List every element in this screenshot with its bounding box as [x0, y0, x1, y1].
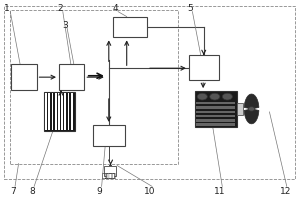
Bar: [52, 93, 53, 130]
Bar: [64, 93, 66, 130]
Text: 5: 5: [188, 4, 193, 13]
Circle shape: [210, 93, 220, 100]
Bar: [71, 93, 73, 130]
Bar: [93, 125, 124, 146]
Bar: [58, 93, 60, 130]
Bar: [189, 55, 219, 80]
Bar: [196, 119, 236, 122]
Bar: [68, 93, 70, 130]
Bar: [196, 123, 236, 126]
Polygon shape: [244, 94, 259, 109]
Text: 7: 7: [10, 187, 16, 196]
Text: 12: 12: [280, 187, 292, 196]
Bar: [196, 106, 236, 109]
Text: 1: 1: [4, 4, 10, 13]
Bar: [45, 93, 47, 130]
Circle shape: [222, 93, 233, 100]
Circle shape: [248, 107, 255, 111]
Bar: [196, 115, 236, 117]
Polygon shape: [244, 109, 259, 124]
Bar: [196, 111, 236, 113]
Text: 9: 9: [96, 187, 102, 196]
Bar: [237, 103, 243, 115]
Bar: [104, 166, 116, 176]
Bar: [61, 93, 63, 130]
Bar: [196, 102, 236, 104]
Text: 4: 4: [113, 4, 118, 13]
Text: 10: 10: [144, 187, 156, 196]
Text: 2: 2: [58, 4, 63, 13]
Text: 3: 3: [62, 21, 68, 30]
Bar: [113, 17, 147, 37]
Text: 11: 11: [214, 187, 226, 196]
Bar: [106, 173, 114, 178]
Bar: [48, 93, 50, 130]
Circle shape: [197, 93, 207, 100]
Bar: [195, 91, 237, 127]
Text: 充电接口: 充电接口: [102, 174, 117, 179]
Bar: [11, 64, 37, 90]
Bar: [59, 64, 84, 90]
Bar: [44, 92, 75, 131]
Bar: [55, 93, 57, 130]
Text: 8: 8: [29, 187, 35, 196]
